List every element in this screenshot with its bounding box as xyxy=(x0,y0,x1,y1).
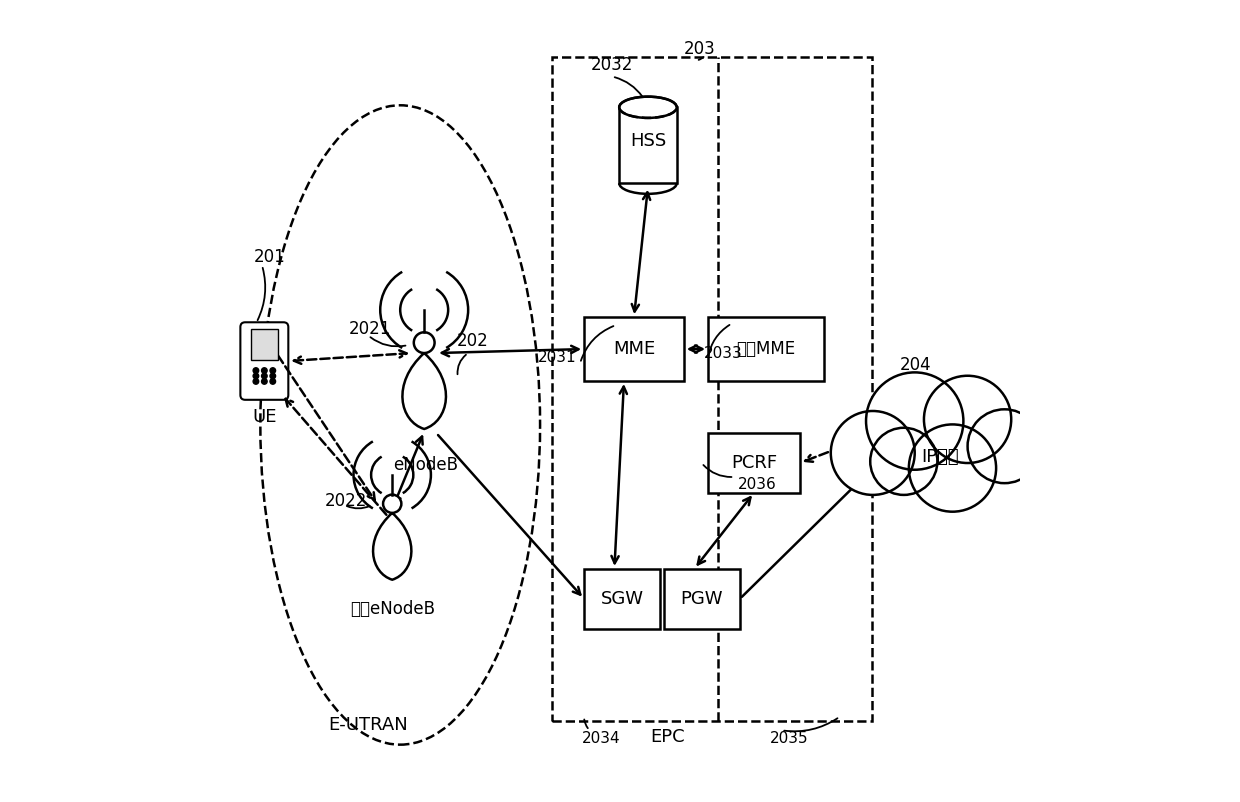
FancyBboxPatch shape xyxy=(241,322,289,400)
Text: E-UTRAN: E-UTRAN xyxy=(329,715,408,734)
Circle shape xyxy=(866,372,963,470)
Text: 2034: 2034 xyxy=(582,731,620,746)
Text: 2021: 2021 xyxy=(348,320,391,338)
Text: EPC: EPC xyxy=(651,727,686,746)
Text: 2035: 2035 xyxy=(770,731,808,746)
Text: IP业务: IP业务 xyxy=(921,448,959,466)
Text: UE: UE xyxy=(252,408,277,426)
Circle shape xyxy=(270,379,275,384)
PathPatch shape xyxy=(373,513,412,580)
Circle shape xyxy=(270,373,275,379)
Circle shape xyxy=(870,427,937,495)
Text: 2036: 2036 xyxy=(738,477,777,492)
Text: 其它MME: 其它MME xyxy=(737,340,795,358)
Text: 204: 204 xyxy=(900,356,931,374)
Text: 2031: 2031 xyxy=(537,350,577,365)
Bar xyxy=(619,107,677,183)
Text: 2032: 2032 xyxy=(590,56,634,75)
Circle shape xyxy=(383,495,402,513)
Circle shape xyxy=(909,424,996,512)
Circle shape xyxy=(262,379,267,384)
Ellipse shape xyxy=(619,97,677,118)
Text: 2022: 2022 xyxy=(325,492,367,510)
Text: 203: 203 xyxy=(684,40,715,59)
Circle shape xyxy=(253,379,259,384)
Bar xyxy=(708,317,823,381)
Circle shape xyxy=(414,332,434,353)
Bar xyxy=(708,433,800,493)
Circle shape xyxy=(831,411,915,495)
Bar xyxy=(584,569,660,629)
Circle shape xyxy=(262,373,267,379)
Text: MME: MME xyxy=(613,340,655,358)
Bar xyxy=(584,317,684,381)
Bar xyxy=(552,57,872,721)
Bar xyxy=(250,329,278,359)
Circle shape xyxy=(253,368,259,374)
Text: PCRF: PCRF xyxy=(730,454,777,472)
Circle shape xyxy=(967,409,1042,483)
Text: 202: 202 xyxy=(456,332,489,350)
Text: SGW: SGW xyxy=(600,589,644,608)
Circle shape xyxy=(270,368,275,374)
Bar xyxy=(663,569,740,629)
Text: 2033: 2033 xyxy=(704,346,743,361)
Circle shape xyxy=(924,376,1011,463)
Text: HSS: HSS xyxy=(630,132,666,150)
PathPatch shape xyxy=(403,353,446,429)
Text: 201: 201 xyxy=(254,248,285,266)
Circle shape xyxy=(262,368,267,374)
Text: eNodeB: eNodeB xyxy=(393,456,459,474)
Text: 其它eNodeB: 其它eNodeB xyxy=(350,600,435,618)
Circle shape xyxy=(253,373,259,379)
Text: PGW: PGW xyxy=(681,589,723,608)
